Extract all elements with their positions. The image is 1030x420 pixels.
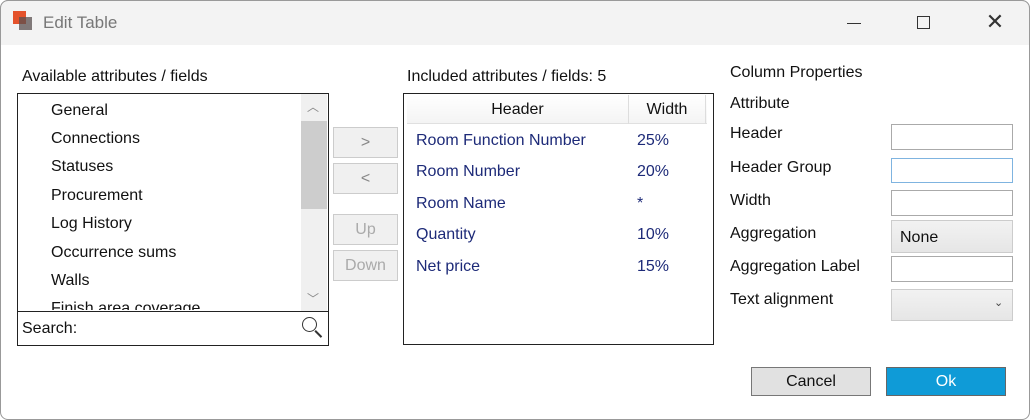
tree-item-label: Statuses <box>51 158 114 175</box>
expand-icon[interactable] <box>33 132 41 146</box>
expand-icon[interactable] <box>33 274 41 288</box>
expand-icon[interactable] <box>33 104 41 118</box>
aggregation-label-input[interactable] <box>891 256 1013 282</box>
cancel-button[interactable]: Cancel <box>751 367 871 396</box>
table-row-header[interactable]: Room Name <box>416 195 506 212</box>
tree-item-label: Occurrence sums <box>51 244 177 261</box>
add-button[interactable]: > <box>333 127 398 158</box>
tree-item-walls[interactable]: Walls <box>18 267 90 295</box>
aggregation-label-label: Aggregation Label <box>730 258 860 275</box>
maximize-icon[interactable] <box>917 16 930 29</box>
expand-icon[interactable] <box>33 217 41 231</box>
list-scrollbar[interactable]: ︿ ﹀ <box>301 94 327 311</box>
ok-button[interactable]: Ok <box>886 367 1006 396</box>
search-label: Search: <box>22 320 78 337</box>
header-group-label: Header Group <box>730 159 832 176</box>
table-row-width[interactable]: 25% <box>637 132 670 149</box>
move-down-button[interactable]: Down <box>333 250 398 281</box>
tree-item-occurrence-sums[interactable]: Occurrence sums <box>18 239 176 267</box>
scroll-down-icon[interactable]: ﹀ <box>307 292 320 306</box>
close-icon[interactable]: ✕ <box>985 9 1005 34</box>
table-row-width[interactable]: 15% <box>637 258 670 275</box>
aggregation-label: Aggregation <box>730 225 817 242</box>
column-header-header[interactable]: Header <box>491 101 544 118</box>
attribute-label: Attribute <box>730 95 790 112</box>
table-row-width[interactable]: * <box>637 195 644 212</box>
tree-item-label: Connections <box>51 130 140 147</box>
chevron-down-icon: ⌄ <box>994 297 1004 309</box>
table-row-header[interactable]: Room Function Number <box>416 132 586 149</box>
text-alignment-select[interactable]: ⌄ <box>891 289 1013 321</box>
scroll-thumb[interactable] <box>301 121 327 209</box>
table-row-width[interactable]: 10% <box>637 226 670 243</box>
tree-item-connections[interactable]: Connections <box>18 125 140 153</box>
search-input[interactable] <box>88 314 298 342</box>
aggregation-button[interactable]: None <box>891 220 1013 253</box>
header-label: Header <box>730 125 783 142</box>
width-label: Width <box>730 192 771 209</box>
app-logo-icon <box>13 11 33 31</box>
aggregation-value: None <box>900 229 939 246</box>
width-input[interactable] <box>891 190 1013 216</box>
header-input[interactable] <box>891 124 1013 150</box>
expand-icon[interactable] <box>33 302 41 310</box>
table-row-header[interactable]: Quantity <box>416 226 476 243</box>
move-up-button[interactable]: Up <box>333 214 398 245</box>
expand-icon[interactable] <box>33 189 41 203</box>
tree-item-label: Procurement <box>51 187 143 204</box>
column-properties-title: Column Properties <box>730 64 863 81</box>
tree-item-label: Walls <box>51 272 90 289</box>
tree-item-procurement[interactable]: Procurement <box>18 182 143 210</box>
tree-item-statuses[interactable]: Statuses <box>18 153 113 181</box>
search-icon[interactable] <box>302 317 323 338</box>
tree-item-log-history[interactable]: Log History <box>18 210 132 238</box>
table-row-width[interactable]: 20% <box>637 163 670 180</box>
tree-item-general[interactable]: General <box>18 97 108 125</box>
window-title: Edit Table <box>43 13 118 32</box>
table-row-header[interactable]: Room Number <box>416 163 521 180</box>
column-header-width[interactable]: Width <box>646 101 688 118</box>
expand-icon[interactable] <box>33 160 41 174</box>
available-list[interactable]: ︿ ﹀ Search: <box>17 93 329 346</box>
available-label: Available attributes / fields <box>22 68 208 85</box>
text-alignment-label: Text alignment <box>730 291 834 308</box>
table-row-header[interactable]: Net price <box>416 258 481 275</box>
tree-item-label: General <box>51 102 108 119</box>
expand-icon[interactable] <box>33 246 41 260</box>
title-bar: Edit Table ✕ <box>0 0 1030 45</box>
included-table[interactable]: Header Width <box>403 93 714 345</box>
scroll-up-icon[interactable]: ︿ <box>307 100 320 114</box>
header-group-input[interactable] <box>891 158 1013 183</box>
tree-item-finish-area-coverage[interactable]: Finish area coverage <box>18 295 200 310</box>
tree-item-label: Log History <box>51 215 132 232</box>
remove-button[interactable]: < <box>333 163 398 194</box>
included-label: Included attributes / fields: 5 <box>407 68 607 85</box>
minimize-icon[interactable] <box>847 23 861 24</box>
tree-item-label: Finish area coverage <box>51 300 201 310</box>
